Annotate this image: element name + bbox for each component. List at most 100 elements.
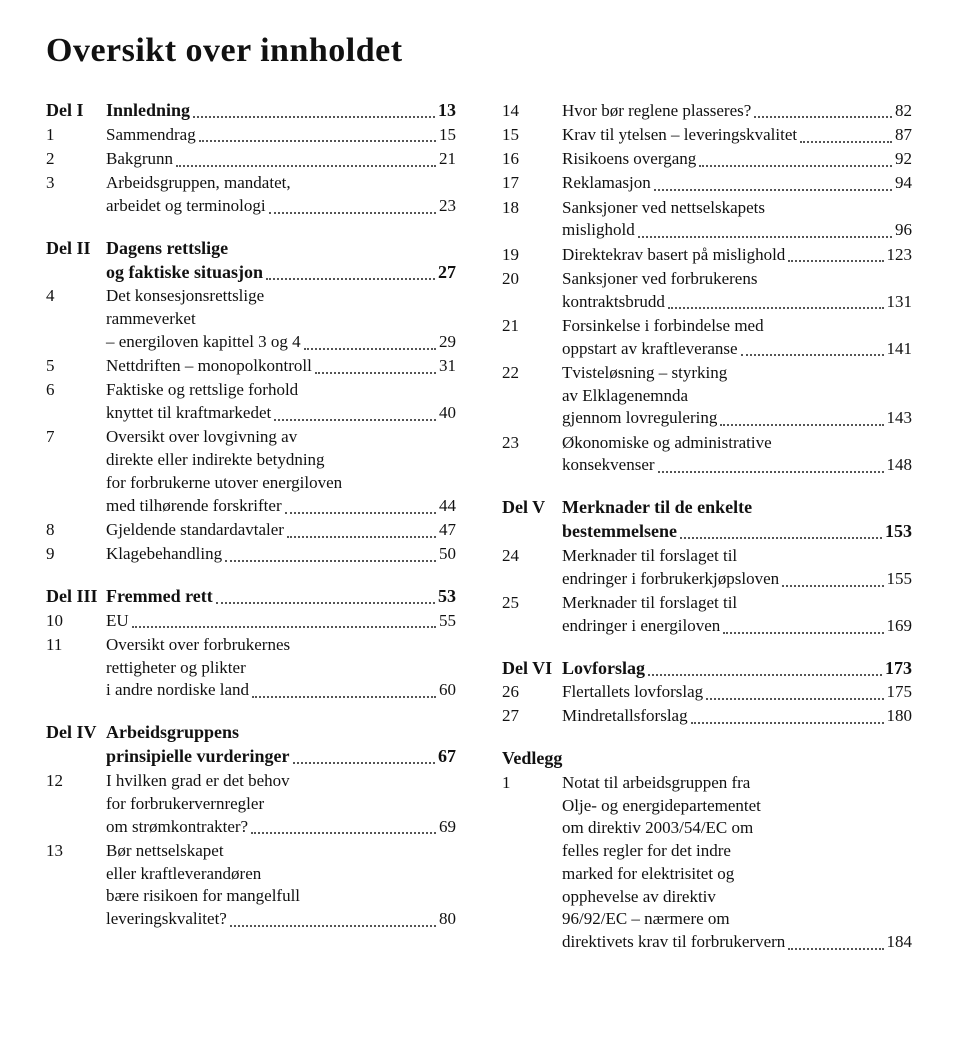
toc-entry-number: 12: [46, 770, 106, 793]
toc-leader-dots: [782, 584, 883, 587]
toc-columns: Del IInnledning131Sammendrag152Bakgrunn2…: [46, 98, 914, 955]
toc-entry-label: Merknader til forslaget tilendringer i f…: [562, 545, 912, 591]
toc-entry-page: 123: [887, 244, 913, 267]
toc-entry-label-line: arbeidet og terminologi: [106, 195, 266, 218]
toc-entry-page: 29: [439, 331, 456, 354]
toc-entry-number: Del II: [46, 236, 106, 260]
toc-entry-label-line: 96/92/EC – nærmere om: [562, 908, 912, 931]
toc-leader-dots: [638, 235, 892, 238]
toc-entry-last-line: Risikoens overgang92: [562, 148, 912, 171]
toc-entry-label: Sanksjoner ved nettselskapetsmislighold9…: [562, 197, 912, 243]
toc-entry-label-line: Arbeidsgruppen, mandatet,: [106, 172, 456, 195]
toc-entry-number: 14: [502, 100, 562, 123]
toc-entry-label: Risikoens overgang92: [562, 148, 912, 171]
toc-entry-label-line: Gjeldende standardavtaler: [106, 519, 284, 542]
toc-entry-label-line: Hvor bør reglene plasseres?: [562, 100, 751, 123]
toc-entry-label-line: Krav til ytelsen – leveringskvalitet: [562, 124, 797, 147]
toc-entry-page: 50: [439, 543, 456, 566]
toc-entry-number: 24: [502, 545, 562, 568]
toc-leader-dots: [741, 353, 884, 356]
toc-entry-label-line: for forbrukerne utover energiloven: [106, 472, 456, 495]
toc-entry-label-line: Økonomiske og administrative: [562, 432, 912, 455]
toc-entry-last-line: i andre nordiske land 60: [106, 679, 456, 702]
toc-entry-label-line: i andre nordiske land: [106, 679, 249, 702]
toc-entry-label-line: Flertallets lovforslag: [562, 681, 703, 704]
toc-entry-last-line: – energiloven kapittel 3 og 4 29: [106, 331, 456, 354]
toc-entry-last-line: prinsipielle vurderinger67: [106, 744, 456, 768]
toc-entry-page: 96: [895, 219, 912, 242]
toc-item: 10EU55: [46, 610, 456, 633]
toc-entry-number: Del IV: [46, 720, 106, 744]
toc-entry-number: 19: [502, 244, 562, 267]
toc-entry-label-line: av Elklagenemnda: [562, 385, 912, 408]
toc-entry-number: 18: [502, 197, 562, 220]
toc-entry-label-line: bære risikoen for mangelfull: [106, 885, 456, 908]
toc-leader-dots: [654, 188, 892, 191]
toc-leader-dots: [680, 536, 882, 539]
toc-entry-label-line: kontraktsbrudd: [562, 291, 665, 314]
toc-entry-page: 143: [887, 407, 913, 430]
toc-entry-label-line: Reklamasjon: [562, 172, 651, 195]
toc-item: 19Direktekrav basert på mislighold 123: [502, 244, 912, 267]
toc-entry-label: Bør nettselskapeteller kraftleverandøren…: [106, 840, 456, 931]
toc-entry-number: 6: [46, 379, 106, 402]
toc-leader-dots: [706, 697, 883, 700]
toc-entry-label-line: – energiloven kapittel 3 og 4: [106, 331, 301, 354]
toc-entry-label: Direktekrav basert på mislighold 123: [562, 244, 912, 267]
toc-entry-label-line: Bakgrunn: [106, 148, 173, 171]
toc-entry-label-line: opphevelse av direktiv: [562, 886, 912, 909]
toc-entry-page: 69: [439, 816, 456, 839]
toc-entry-number: 7: [46, 426, 106, 449]
toc-entry-last-line: EU55: [106, 610, 456, 633]
toc-entry-page: 175: [887, 681, 913, 704]
toc-entry-last-line: Fremmed rett53: [106, 584, 456, 608]
toc-entry-page: 80: [439, 908, 456, 931]
toc-item: 27Mindretallsforslag180: [502, 705, 912, 728]
toc-entry-last-line: Innledning13: [106, 98, 456, 122]
toc-entry-page: 94: [895, 172, 912, 195]
toc-entry-page: 60: [439, 679, 456, 702]
toc-entry-label: Flertallets lovforslag 175: [562, 681, 912, 704]
toc-leader-dots: [269, 211, 436, 214]
toc-entry-number: Del VI: [502, 656, 562, 680]
toc-entry-page: 21: [439, 148, 456, 171]
toc-part: Del IIDagens rettsligeog faktiske situas…: [46, 236, 456, 284]
toc-leader-dots: [230, 924, 436, 927]
toc-entry-label-line: leveringskvalitet?: [106, 908, 227, 931]
toc-entry-label: Notat til arbeidsgruppen fraOlje- og ene…: [562, 772, 912, 954]
toc-entry-label-line: endringer i energiloven: [562, 615, 720, 638]
toc-leader-dots: [251, 831, 436, 834]
toc-entry-label: Økonomiske og administrativekonsekvenser…: [562, 432, 912, 478]
toc-item: 15Krav til ytelsen – leveringskvalitet87: [502, 124, 912, 147]
toc-leader-dots: [658, 470, 884, 473]
toc-leader-dots: [225, 559, 436, 562]
toc-entry-page: 23: [439, 195, 456, 218]
toc-item: 1Sammendrag15: [46, 124, 456, 147]
toc-entry-number: Del I: [46, 98, 106, 122]
toc-entry-last-line: og faktiske situasjon27: [106, 260, 456, 284]
toc-entry-last-line: Flertallets lovforslag 175: [562, 681, 912, 704]
toc-column-left: Del IInnledning131Sammendrag152Bakgrunn2…: [46, 98, 456, 955]
toc-leader-dots: [293, 761, 436, 764]
toc-entry-label-line: Merknader til de enkelte: [562, 495, 912, 519]
toc-entry-label: Nettdriften – monopolkontroll31: [106, 355, 456, 378]
toc-entry-last-line: Hvor bør reglene plasseres?82: [562, 100, 912, 123]
toc-entry-page: 148: [887, 454, 913, 477]
toc-entry-last-line: Reklamasjon 94: [562, 172, 912, 195]
toc-entry-last-line: kontraktsbrudd 131: [562, 291, 912, 314]
toc-item: 24Merknader til forslaget tilendringer i…: [502, 545, 912, 591]
toc-entry-label-line: Tvisteløsning – styrking: [562, 362, 912, 385]
toc-entry-last-line: gjennom lovregulering143: [562, 407, 912, 430]
toc-entry-number: 23: [502, 432, 562, 455]
toc-entry-label: Tvisteløsning – styrkingav Elklagenemnda…: [562, 362, 912, 430]
toc-entry-number: 16: [502, 148, 562, 171]
toc-entry-number: 25: [502, 592, 562, 615]
toc-entry-last-line: om strømkontrakter?69: [106, 816, 456, 839]
toc-column-right: 14Hvor bør reglene plasseres?8215Krav ti…: [502, 98, 912, 955]
toc-entry-label-line: Direktekrav basert på mislighold: [562, 244, 785, 267]
toc-entry-page: 131: [887, 291, 913, 314]
toc-entry-label-line: Klagebehandling: [106, 543, 222, 566]
toc-entry-page: 141: [887, 338, 913, 361]
toc-leader-dots: [304, 347, 436, 350]
toc-entry-page: 40: [439, 402, 456, 425]
